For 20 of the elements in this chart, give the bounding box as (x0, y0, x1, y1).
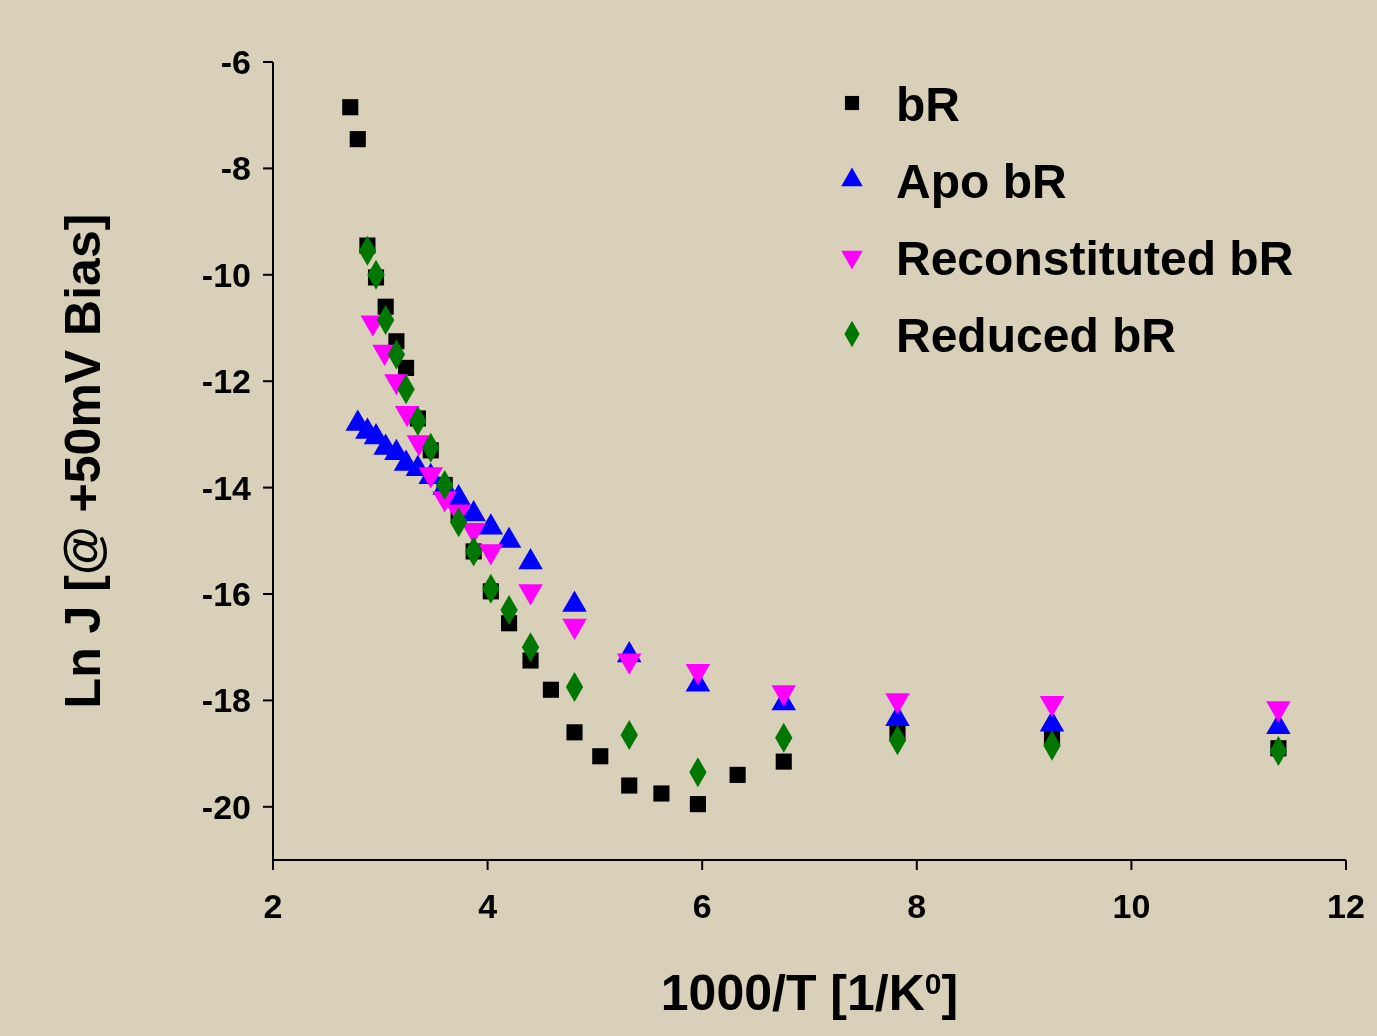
y-tick-label: -6 (220, 43, 251, 81)
x-tick-label: 6 (692, 887, 712, 925)
legend-label: bR (896, 78, 960, 131)
x-tick-label: 8 (907, 887, 927, 925)
y-tick-label: -14 (201, 468, 252, 507)
legend-label: Reconstituted bR (896, 232, 1294, 285)
y-tick-label: -18 (201, 681, 251, 720)
x-tick-label: 4 (478, 887, 498, 925)
y-tick-label: -16 (201, 575, 251, 613)
legend-label: Apo bR (896, 155, 1067, 208)
y-tick-label: -12 (201, 362, 251, 401)
x-axis-title: 1000/T [1/K$^{0}$] (660, 965, 959, 1021)
x-tick-label: 12 (1327, 887, 1365, 925)
y-tick-label: -20 (201, 787, 251, 826)
x-tick-label: 2 (263, 887, 283, 925)
y-axis-title: Ln J [@ +50mV Bias] (55, 213, 111, 709)
y-tick-label: -10 (201, 255, 251, 294)
y-tick-label: -8 (220, 149, 251, 188)
legend-label: Reduced bR (896, 309, 1177, 362)
x-tick-label: 10 (1112, 887, 1151, 925)
